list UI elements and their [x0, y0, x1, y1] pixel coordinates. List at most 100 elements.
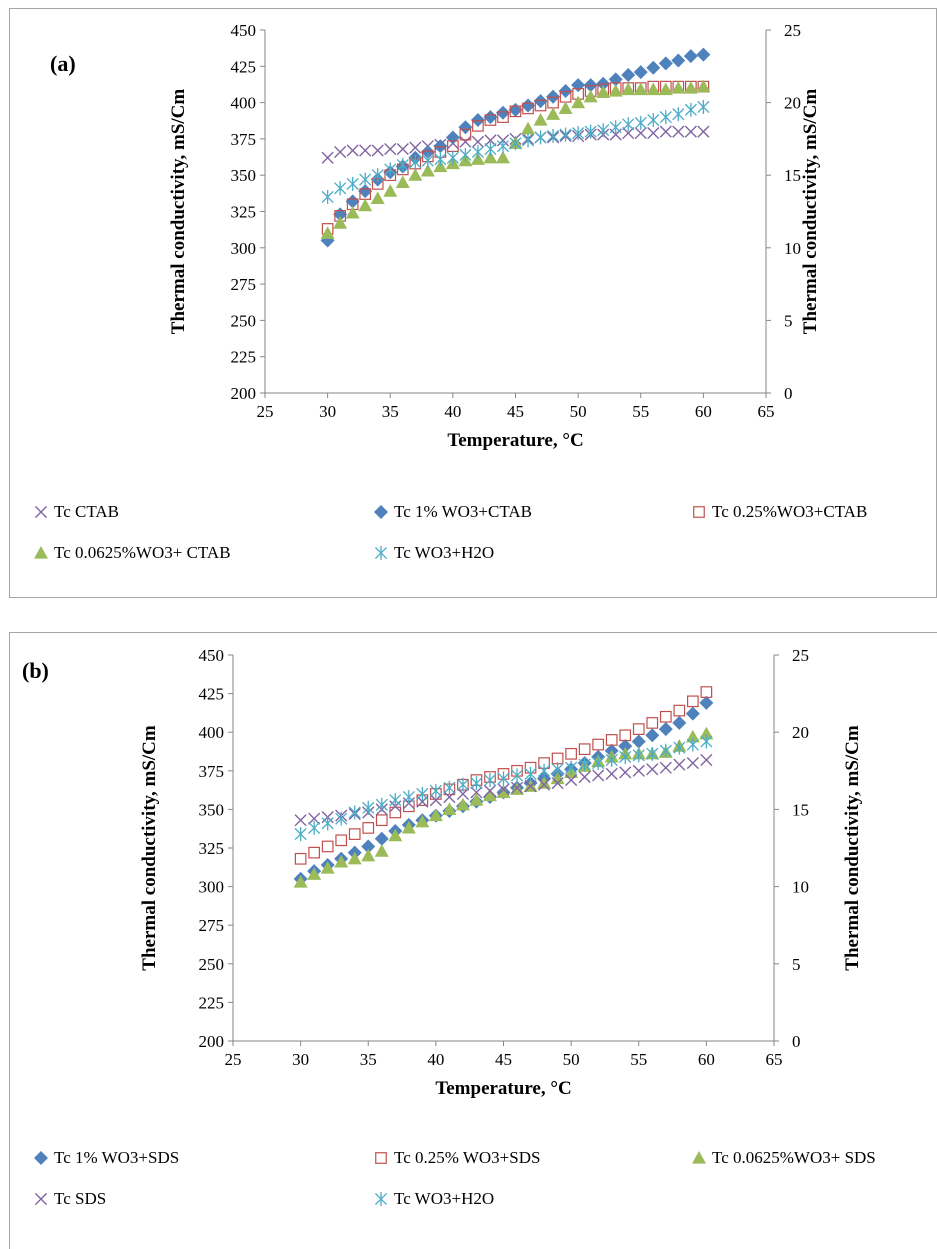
x-tick-label: 60 — [698, 1050, 715, 1069]
data-point — [361, 848, 376, 862]
data-point — [409, 155, 422, 170]
data-point — [483, 784, 497, 797]
data-point — [578, 757, 591, 772]
x-tick-label: 35 — [360, 1050, 377, 1069]
data-point — [374, 844, 389, 857]
data-point — [497, 111, 509, 123]
data-point — [321, 189, 334, 204]
data-point — [402, 790, 415, 805]
data-point — [578, 770, 591, 784]
legend-marker-icon — [34, 505, 48, 519]
data-point — [572, 126, 585, 141]
data-point — [334, 181, 347, 196]
data-point — [483, 150, 498, 164]
y-tick-label: 275 — [231, 275, 257, 294]
data-point — [521, 121, 536, 135]
data-point — [335, 834, 348, 847]
data-point — [647, 126, 660, 140]
data-point — [538, 763, 551, 778]
y2-tick-label: 10 — [784, 239, 801, 258]
data-point — [510, 768, 524, 783]
y-tick-label: 275 — [199, 916, 225, 935]
data-point — [459, 135, 472, 148]
data-point — [434, 152, 447, 167]
data-point — [472, 119, 484, 132]
data-point — [683, 49, 698, 64]
y-tick-label: 250 — [231, 311, 257, 330]
data-point — [634, 126, 647, 140]
data-point — [522, 102, 534, 115]
legend-marker — [34, 1192, 48, 1206]
data-point — [361, 839, 376, 854]
data-point — [396, 158, 409, 173]
data-point — [533, 94, 548, 109]
y-tick-label: 375 — [231, 130, 257, 149]
data-point — [633, 82, 648, 96]
y2-tick-label: 5 — [784, 311, 793, 330]
legend-marker-icon — [374, 546, 388, 560]
data-point — [471, 135, 485, 148]
data-point — [597, 123, 610, 138]
data-point — [684, 102, 697, 117]
data-point — [621, 68, 636, 83]
legend-marker-icon — [34, 546, 48, 559]
data-point — [673, 758, 686, 771]
data-point — [622, 117, 635, 132]
data-point — [686, 695, 699, 708]
data-point — [622, 126, 635, 140]
data-point — [496, 139, 510, 154]
data-point — [631, 734, 646, 749]
legend-label: Tc WO3+H2O — [394, 543, 495, 562]
data-point — [673, 704, 686, 717]
data-point — [456, 787, 470, 801]
y2-tick-label: 0 — [792, 1032, 801, 1051]
data-point — [608, 83, 623, 97]
legend-item: Tc SDS — [32, 1189, 106, 1209]
data-point — [659, 743, 672, 758]
data-point — [696, 79, 711, 93]
data-point — [685, 729, 700, 743]
data-point — [696, 47, 711, 62]
data-point — [697, 125, 710, 138]
data-point — [619, 749, 632, 764]
x-tick-label: 50 — [563, 1050, 580, 1069]
data-point — [482, 788, 497, 802]
panel-label: (b) — [22, 658, 49, 683]
x-tick-label: 45 — [495, 1050, 512, 1069]
data-point — [521, 133, 535, 148]
legend-label: Tc 0.25% WO3+SDS — [394, 1148, 541, 1167]
legend-marker-icon — [34, 1151, 48, 1165]
data-point — [308, 820, 321, 835]
data-point — [346, 176, 359, 191]
data-point — [458, 120, 473, 135]
data-point — [534, 99, 547, 112]
data-point — [442, 802, 457, 815]
data-point — [321, 840, 334, 853]
data-point — [658, 82, 673, 96]
data-point — [534, 130, 547, 145]
data-point — [408, 168, 423, 181]
data-point — [384, 142, 397, 156]
data-point — [565, 747, 577, 760]
data-point — [619, 766, 632, 779]
data-point — [618, 739, 633, 754]
data-point — [633, 65, 648, 80]
data-point — [495, 150, 510, 164]
data-point — [496, 785, 511, 799]
data-point — [469, 793, 484, 806]
data-point — [429, 794, 442, 807]
data-point — [401, 820, 416, 834]
data-point — [459, 128, 472, 141]
legend-label: Tc 0.25%WO3+CTAB — [712, 502, 868, 521]
data-point — [333, 216, 348, 229]
data-point — [483, 773, 497, 788]
data-point — [421, 153, 434, 168]
y-tick-label: 250 — [199, 955, 225, 974]
data-point — [684, 125, 697, 138]
data-point — [632, 723, 645, 735]
data-point — [551, 762, 564, 777]
data-point — [348, 805, 361, 820]
data-point — [509, 105, 522, 118]
data-point — [293, 874, 308, 888]
data-point — [443, 790, 456, 804]
